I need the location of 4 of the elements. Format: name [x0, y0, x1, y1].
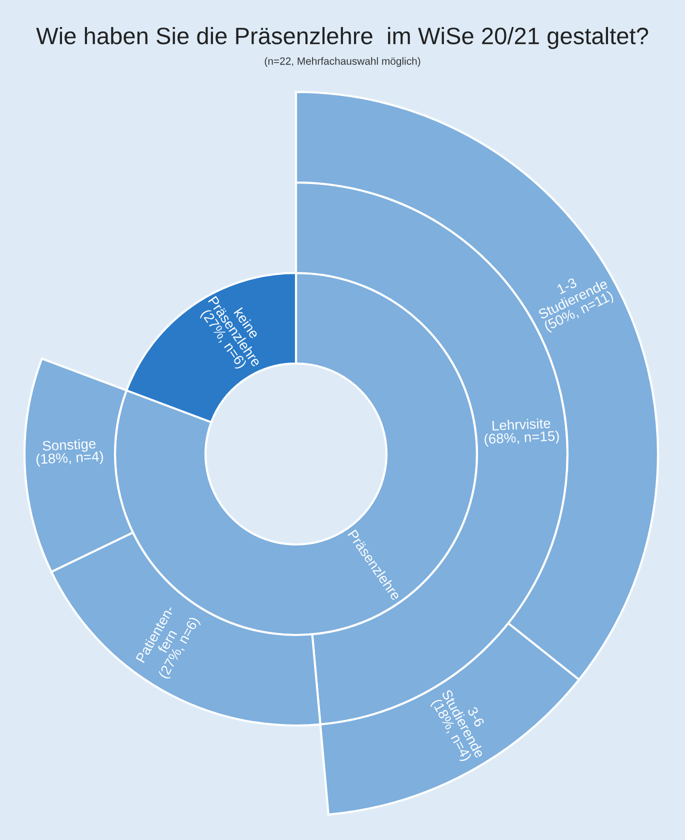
- text: (n=22, Mehrfachauswahl möglich): [264, 57, 420, 67]
- category-label: Lehrvisite: [492, 418, 550, 431]
- text: Wie haben Sie die Präsenzlehre im WiSe 20/21 gestaltet?: [36, 26, 648, 50]
- data-label: (68%, n=15): [484, 430, 560, 447]
